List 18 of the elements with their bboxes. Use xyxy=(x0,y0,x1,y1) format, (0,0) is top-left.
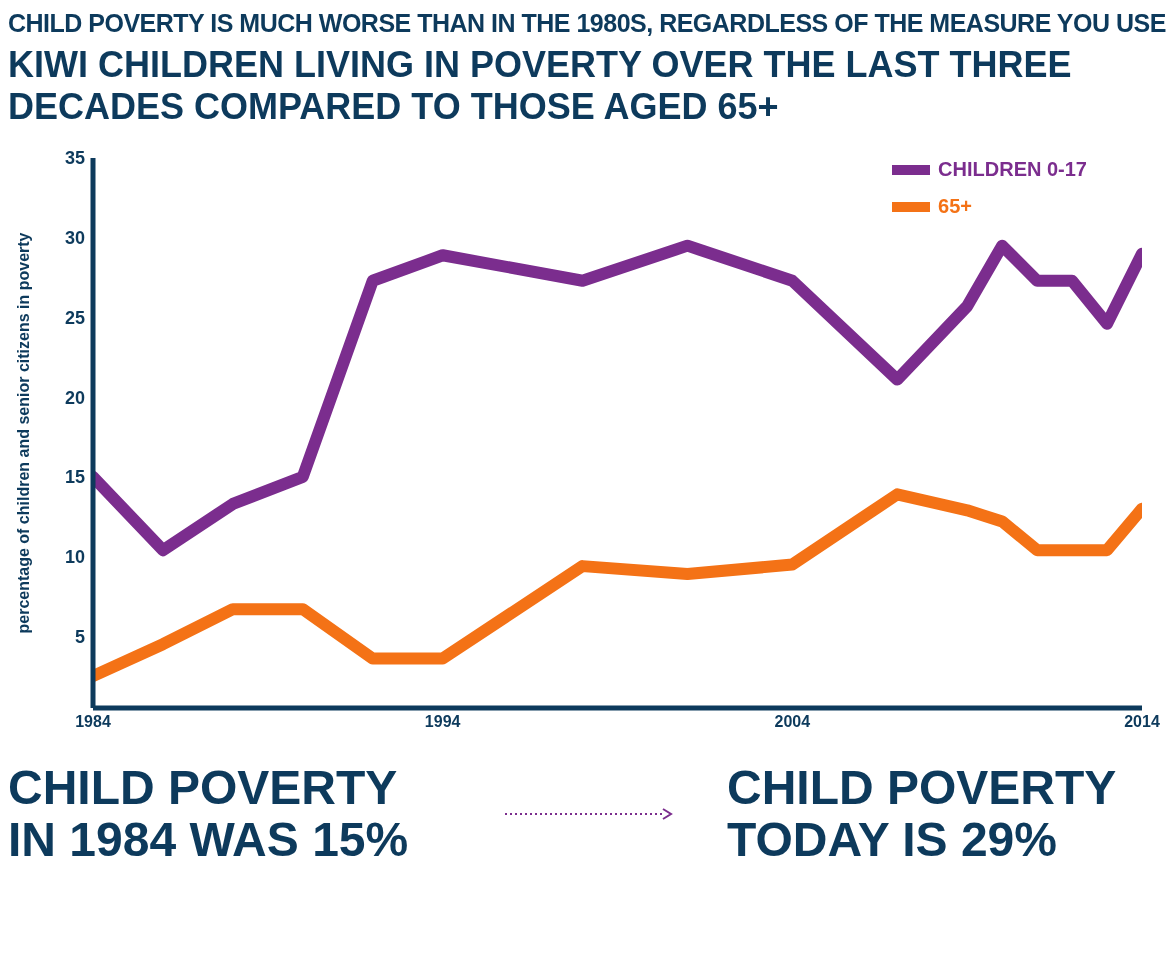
y-tick-label: 30 xyxy=(64,228,85,249)
y-tick-label: 10 xyxy=(64,546,85,567)
y-tick-label: 35 xyxy=(64,148,85,169)
chart-subtitle: CHILD POVERTY IS MUCH WORSE THAN IN THE 1980S, REGARDLESS OF THE MEASURE YOU USE xyxy=(8,8,1167,38)
y-tick-label: 25 xyxy=(64,307,85,328)
text: CHILD POVERTY IN 1984 WAS 15% xyxy=(8,761,410,866)
x-tick-label: 1994 xyxy=(424,713,461,731)
y-tick-label: 20 xyxy=(64,387,85,408)
chart-title: KIWI CHILDREN LIVING IN POVERTY OVER THE LAST THREE DECADES COMPARED TO THOSE AGED 65+ xyxy=(8,44,1073,128)
y-tick-label: 5 xyxy=(74,626,85,647)
x-tick-label: 1984 xyxy=(75,713,111,731)
y-tick-label: 15 xyxy=(64,467,85,488)
legend-label: CHILDREN 0-17 xyxy=(938,158,1087,181)
y-axis-title: percentage of children and senior citizens in poverty xyxy=(14,232,32,634)
text: CHILD POVERTY TODAY IS 29% xyxy=(727,761,1117,866)
x-tick-label: 2004 xyxy=(774,713,811,731)
x-tick-label: 2014 xyxy=(1124,713,1160,731)
legend-label: 65+ xyxy=(938,195,973,218)
